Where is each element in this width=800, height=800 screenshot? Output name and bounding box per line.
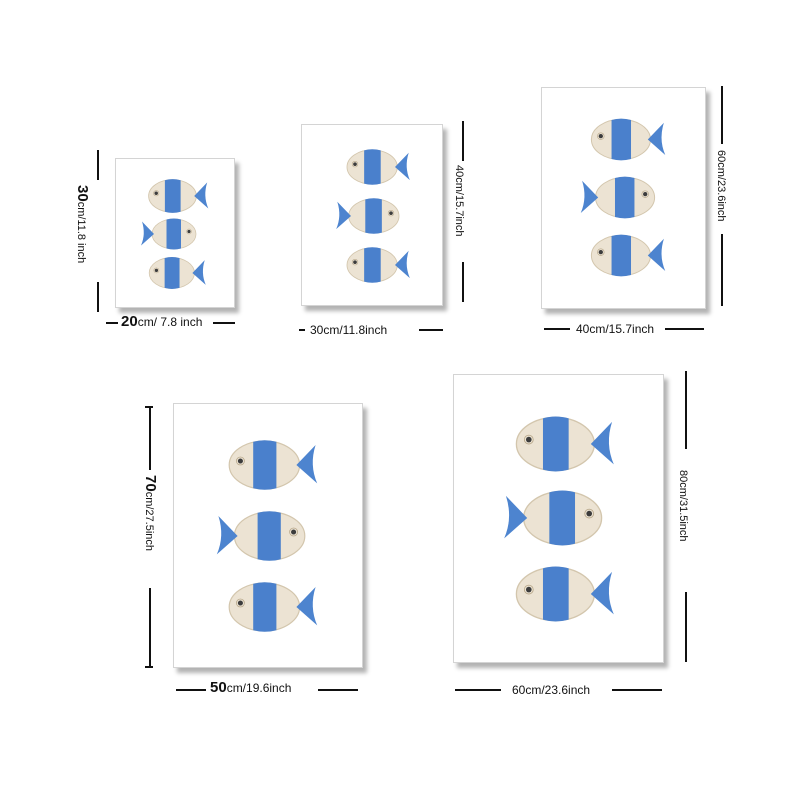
width-line: [544, 328, 570, 330]
width-line: [612, 689, 662, 691]
height-label: 40cm/15.7inch: [452, 165, 467, 237]
width-line: [318, 689, 358, 691]
fish-icon: [140, 178, 209, 290]
width-line: [213, 322, 235, 324]
height-label-rest: 60cm/23.6inch: [715, 150, 727, 222]
width-label: 20cm/ 7.8 inch: [121, 313, 203, 330]
height-label: 70cm/27.5inch: [142, 475, 159, 551]
canvas-30x40: [301, 124, 443, 306]
width-label-rest: 30cm/11.8inch: [310, 323, 388, 337]
height-line: [721, 86, 723, 144]
width-line: [299, 329, 305, 331]
width-line: [665, 328, 704, 330]
width-label-big: 20: [121, 313, 138, 330]
height-line: [462, 121, 464, 161]
height-label: 30cm/11.8 inch: [74, 185, 91, 264]
canvas-40x60: [541, 87, 706, 309]
height-label: 80cm/31.5inch: [676, 470, 691, 542]
height-line: [685, 371, 687, 449]
width-line: [176, 689, 206, 691]
height-line: [721, 234, 723, 306]
height-line: [97, 150, 99, 180]
width-label-rest: cm/19.6inch: [226, 681, 292, 695]
width-label: 40cm/15.7inch: [576, 322, 654, 336]
width-label: 60cm/23.6inch: [512, 683, 590, 697]
height-line: [149, 406, 151, 470]
canvas-20x30: [115, 158, 235, 308]
height-line: [97, 282, 99, 312]
width-label: 30cm/11.8inch: [310, 323, 387, 337]
height-line: [149, 588, 151, 668]
width-line: [419, 329, 443, 331]
width-label-big: 50: [210, 679, 227, 696]
height-label-rest: cm/27.5inch: [143, 491, 155, 551]
height-label-big: 30: [74, 185, 91, 202]
height-label-rest: 40cm/15.7inch: [453, 165, 465, 237]
height-line: [685, 592, 687, 662]
width-label: 50cm/19.6inch: [210, 679, 292, 696]
width-line: [106, 322, 118, 324]
width-label-rest: cm/ 7.8 inch: [137, 315, 203, 329]
tick: [145, 666, 153, 668]
fish-icon: [580, 118, 666, 277]
width-label-rest: 60cm/23.6inch: [512, 683, 591, 697]
tick: [145, 406, 153, 408]
fish-icon: [503, 415, 615, 623]
canvas-50x70: [173, 403, 363, 668]
height-label-rest: cm/11.8 inch: [75, 201, 87, 264]
fish-icon: [216, 439, 318, 633]
fish-icon: [335, 148, 411, 284]
height-line: [462, 262, 464, 302]
canvas-60x80: [453, 374, 664, 663]
height-label: 60cm/23.6inch: [714, 150, 729, 222]
width-label-rest: 40cm/15.7inch: [576, 322, 655, 336]
height-label-big: 70: [142, 475, 159, 492]
width-line: [455, 689, 501, 691]
height-label-rest: 80cm/31.5inch: [677, 470, 689, 542]
